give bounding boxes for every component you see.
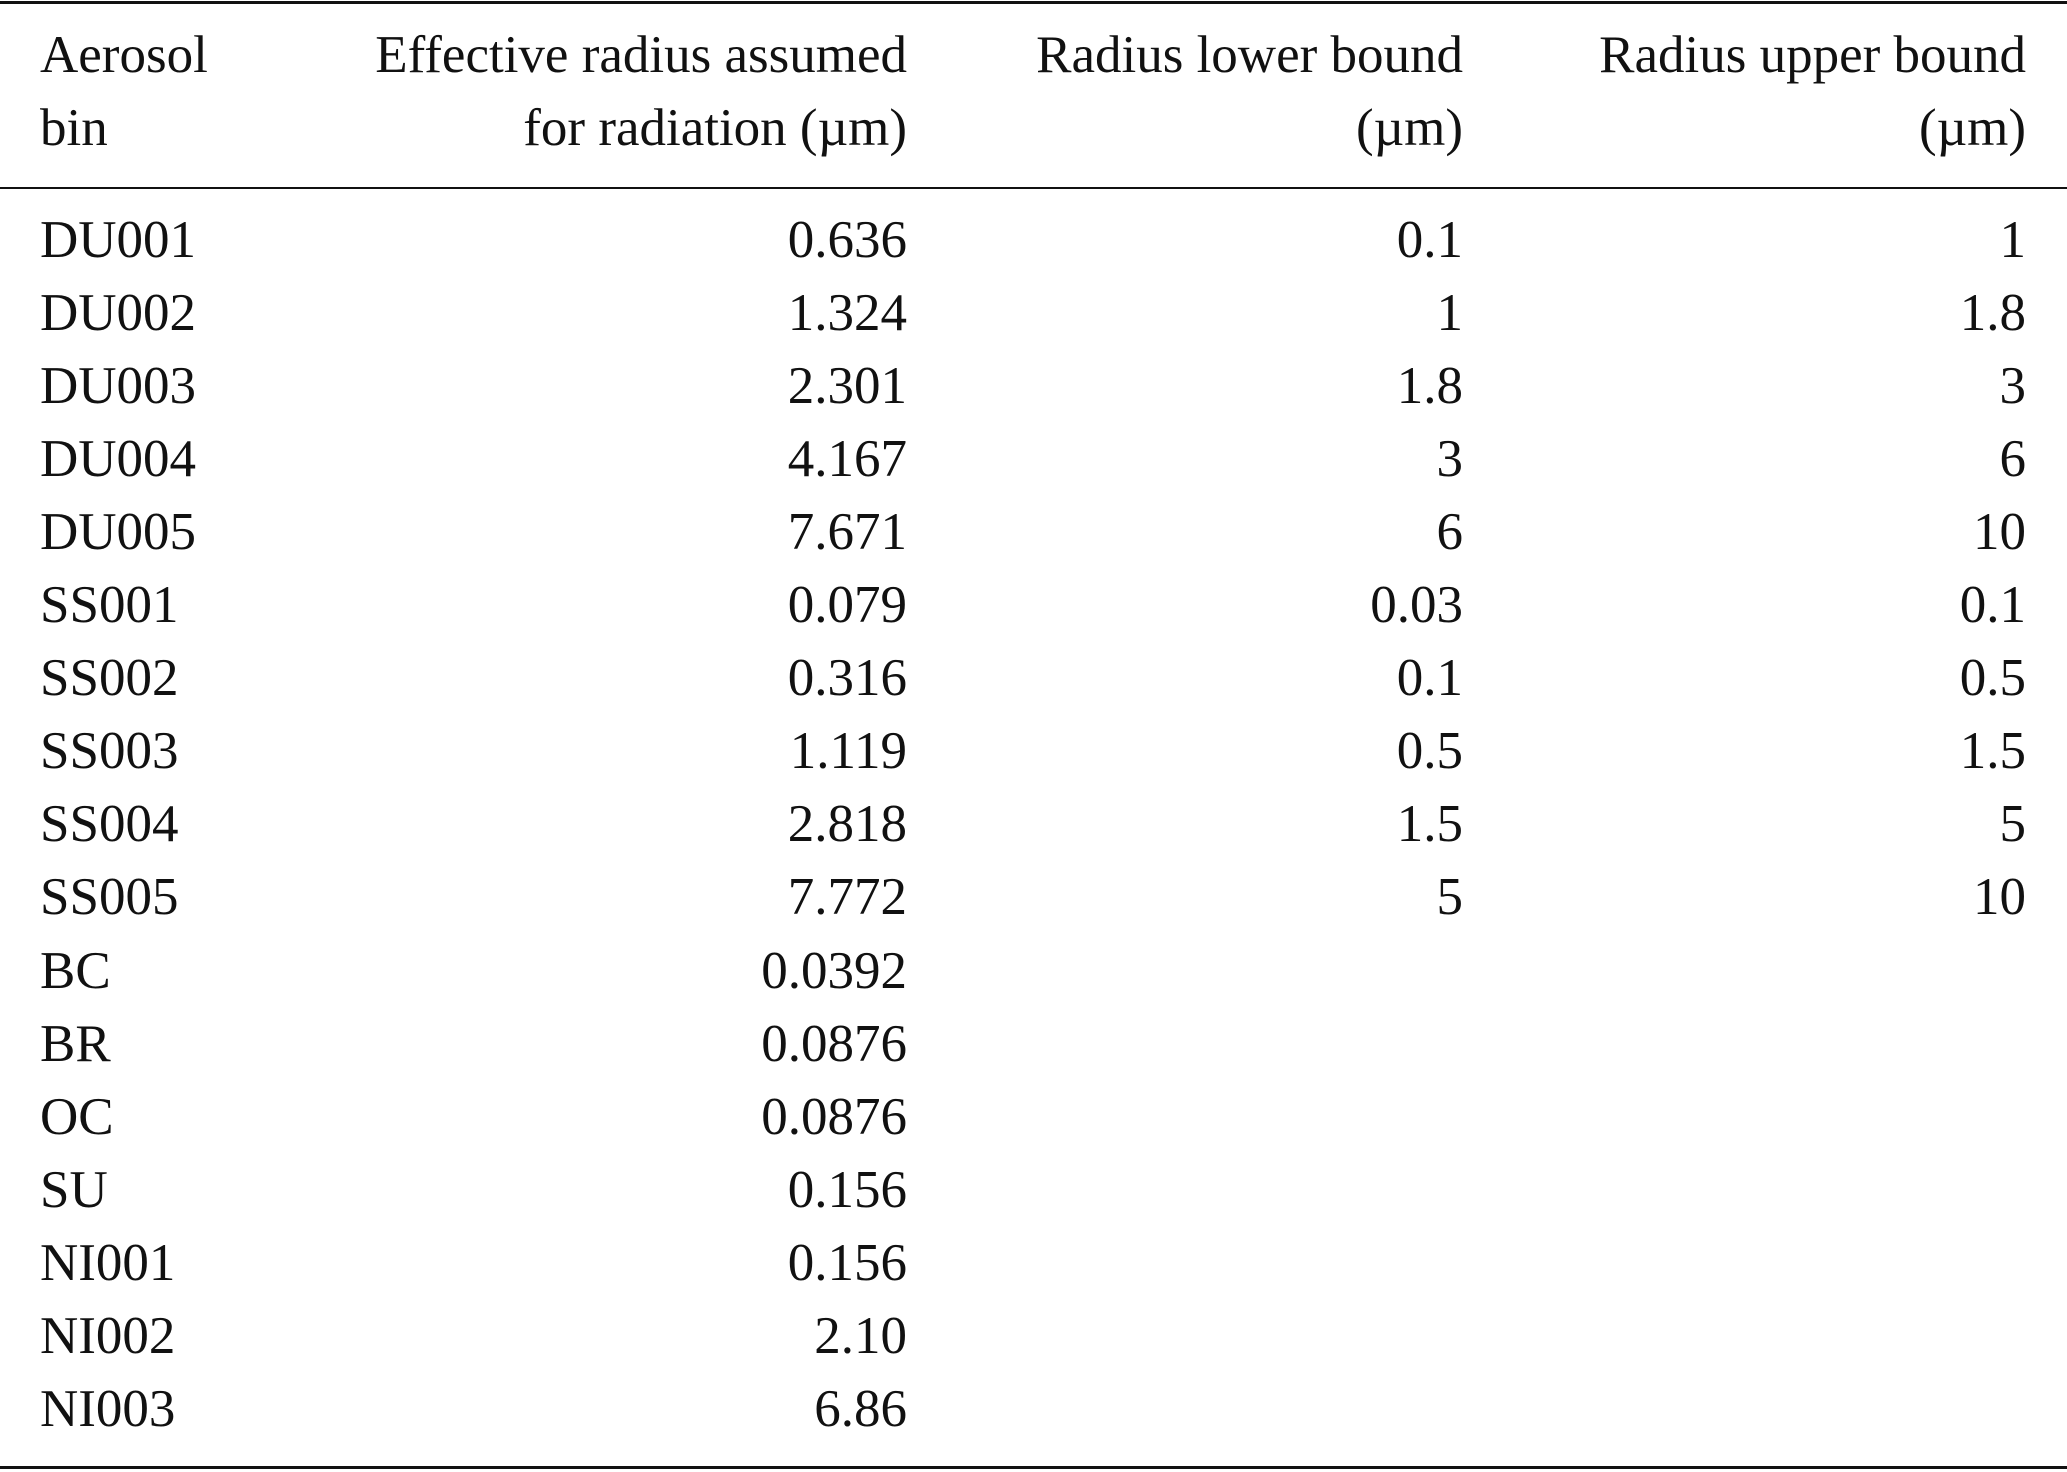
bottom-rule	[0, 1466, 2067, 1469]
cell-value: 0.316	[787, 649, 907, 708]
cell-value: 3	[1436, 430, 1464, 489]
top-rule	[0, 1, 2067, 4]
cell-value: 7.772	[787, 868, 907, 927]
header-rule	[0, 187, 2067, 189]
cell-value: 6	[1436, 503, 1464, 562]
header-cell: Aerosol	[40, 26, 208, 84]
cell-value: 0.5	[1396, 722, 1463, 781]
cell-value: 0.079	[787, 576, 907, 635]
row-label: DU003	[40, 357, 197, 416]
cell-value: 2.10	[814, 1306, 907, 1365]
cell-value: 2.818	[787, 795, 907, 854]
cell-value: 7.671	[787, 503, 907, 562]
cell-value: 1.5	[1959, 722, 2026, 781]
header-cell: for radiation (µm)	[523, 99, 907, 157]
row-label: SS005	[40, 868, 179, 927]
cell-value: 10	[1973, 868, 2026, 927]
row-label: DU001	[40, 211, 197, 269]
row-label: SU	[40, 1160, 108, 1219]
cell-value: 1.119	[789, 722, 907, 781]
row-label: DU005	[40, 503, 197, 562]
cell-value: 0.1	[1396, 211, 1463, 269]
row-label: OC	[40, 1087, 114, 1146]
row-label: DU004	[40, 430, 197, 489]
cell-value: 4.167	[787, 430, 907, 489]
row-label: NI003	[40, 1379, 176, 1438]
header-cell: Effective radius assumed	[375, 26, 907, 84]
cell-value: 0.1	[1396, 649, 1463, 708]
header-cell: Radius upper bound	[1599, 26, 2026, 84]
row-label: BC	[40, 941, 111, 1000]
row-label: SS001	[40, 576, 179, 635]
cell-value: 0.156	[787, 1160, 907, 1219]
row-label: BR	[40, 1014, 111, 1073]
cell-value: 0.03	[1370, 576, 1463, 635]
header-cell: Radius lower bound	[1036, 26, 1463, 84]
cell-value: 0.0392	[761, 941, 907, 1000]
cell-value: 0.0876	[761, 1087, 907, 1146]
cell-value: 2.301	[787, 357, 907, 416]
row-label: SS002	[40, 649, 179, 708]
row-label: NI001	[40, 1233, 176, 1292]
cell-value: 1.324	[787, 284, 907, 343]
cell-value: 0.1	[1959, 576, 2026, 635]
cell-value: 1.8	[1959, 284, 2026, 343]
cell-value: 0.5	[1959, 649, 2026, 708]
row-label: SS004	[40, 795, 179, 854]
header-cell: (µm)	[1355, 99, 1463, 157]
cell-value: 0.156	[787, 1233, 907, 1292]
cell-value: 0.636	[787, 211, 907, 269]
row-label: SS003	[40, 722, 179, 781]
row-label: NI002	[40, 1306, 176, 1365]
cell-value: 6	[1999, 430, 2027, 489]
cell-value: 10	[1973, 503, 2026, 562]
cell-value: 5	[1436, 868, 1464, 927]
header-cell: bin	[40, 99, 108, 157]
cell-value: 1	[1999, 211, 2027, 269]
cell-value: 3	[1999, 357, 2027, 416]
header-cell: (µm)	[1918, 99, 2026, 157]
cell-value: 1	[1436, 284, 1464, 343]
cell-value: 1.5	[1396, 795, 1463, 854]
row-label: DU002	[40, 284, 197, 343]
cell-value: 1.8	[1396, 357, 1463, 416]
cell-value: 0.0876	[761, 1014, 907, 1073]
cell-value: 5	[1999, 795, 2027, 854]
cell-value: 6.86	[814, 1379, 907, 1438]
